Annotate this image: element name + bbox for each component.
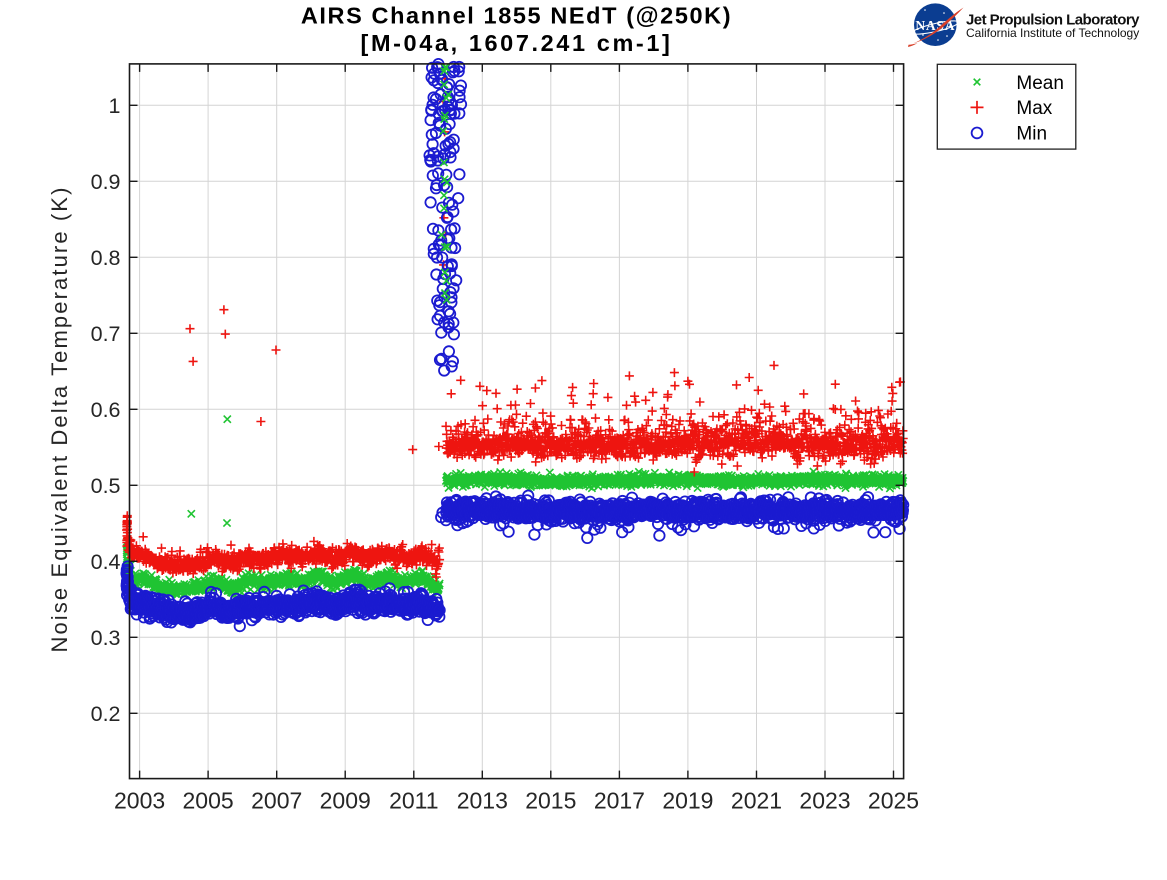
- svg-text:2005: 2005: [183, 788, 234, 814]
- svg-text:Jet Propulsion Laboratory: Jet Propulsion Laboratory: [966, 12, 1140, 29]
- svg-text:0.8: 0.8: [91, 246, 121, 270]
- svg-text:2009: 2009: [320, 788, 371, 814]
- svg-text:2011: 2011: [389, 788, 438, 814]
- svg-text:2015: 2015: [525, 788, 576, 814]
- svg-text:0.5: 0.5: [91, 474, 121, 498]
- svg-text:California Institute of Techno: California Institute of Technology: [966, 26, 1139, 40]
- svg-text:[M-04a, 1607.241 cm-1]: [M-04a, 1607.241 cm-1]: [361, 30, 673, 56]
- svg-text:Noise Equivalent Delta Tempera: Noise Equivalent Delta Temperature (K): [47, 185, 72, 652]
- svg-text:Max: Max: [1016, 98, 1052, 119]
- svg-text:2017: 2017: [594, 788, 645, 814]
- svg-text:Mean: Mean: [1016, 73, 1064, 94]
- svg-text:2023: 2023: [799, 788, 850, 814]
- svg-text:2003: 2003: [114, 788, 165, 814]
- svg-text:0.9: 0.9: [91, 170, 121, 194]
- svg-text:Min: Min: [1016, 124, 1047, 145]
- svg-text:2007: 2007: [251, 788, 302, 814]
- svg-text:0.4: 0.4: [91, 550, 121, 574]
- svg-text:1: 1: [109, 94, 121, 118]
- svg-text:0.7: 0.7: [91, 322, 121, 346]
- svg-text:0.2: 0.2: [91, 702, 121, 726]
- svg-text:0.3: 0.3: [91, 626, 121, 650]
- svg-text:AIRS Channel 1855 NEdT (@250K): AIRS Channel 1855 NEdT (@250K): [301, 3, 732, 29]
- svg-text:2025: 2025: [868, 788, 919, 814]
- svg-text:2019: 2019: [662, 788, 713, 814]
- svg-text:NASA: NASA: [915, 18, 955, 33]
- svg-text:2021: 2021: [731, 788, 782, 814]
- svg-text:0.6: 0.6: [91, 398, 121, 422]
- svg-text:2013: 2013: [457, 788, 508, 814]
